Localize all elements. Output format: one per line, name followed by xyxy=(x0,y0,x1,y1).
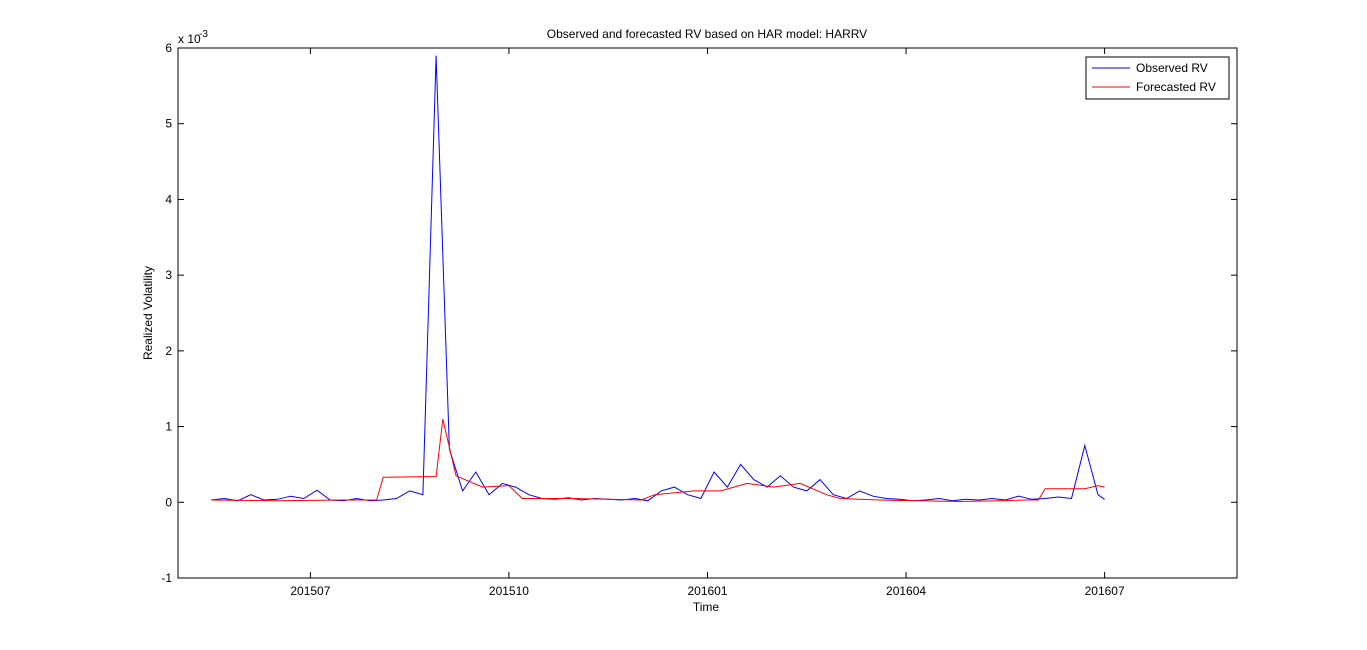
series-lines xyxy=(211,55,1105,503)
y-tick-label: 6 xyxy=(165,41,172,55)
y-tick-label: 0 xyxy=(165,495,172,509)
x-tick-label: 201604 xyxy=(886,584,926,598)
series-line-observed-rv xyxy=(211,55,1105,502)
x-tick-label: 201507 xyxy=(290,584,330,598)
x-tick-label: 201601 xyxy=(687,584,727,598)
series-line-forecasted-rv xyxy=(211,418,1105,503)
y-tick-label: 2 xyxy=(165,344,172,358)
legend-label-observed: Observed RV xyxy=(1136,61,1208,75)
x-axis-ticks: 201507 201510 201601 201604 201607 xyxy=(290,48,1125,598)
y-tick-label: 5 xyxy=(165,117,172,131)
y-axis-multiplier: x 10 -3 xyxy=(178,29,208,46)
plot-area xyxy=(177,47,1238,579)
legend-label-forecasted: Forecasted RV xyxy=(1136,80,1216,94)
y-axis-label: Realized Volatility xyxy=(141,266,155,360)
y-tick-label: 1 xyxy=(165,420,172,434)
legend: Observed RV Forecasted RV xyxy=(1085,56,1230,100)
y-multiplier-base: x 10 xyxy=(178,32,201,46)
legend-box xyxy=(1085,56,1230,100)
x-axis-label: Time xyxy=(693,600,720,614)
x-tick-label: 201510 xyxy=(489,584,529,598)
y-multiplier-exponent: -3 xyxy=(199,29,208,40)
x-tick-label: 201607 xyxy=(1085,584,1125,598)
y-tick-label: 4 xyxy=(165,192,172,206)
y-axis-ticks: -1 0 1 2 3 4 5 6 xyxy=(161,41,1237,585)
chart-title: Observed and forecasted RV based on HAR … xyxy=(547,27,867,41)
y-tick-label: -1 xyxy=(161,571,172,585)
y-tick-label: 3 xyxy=(165,268,172,282)
